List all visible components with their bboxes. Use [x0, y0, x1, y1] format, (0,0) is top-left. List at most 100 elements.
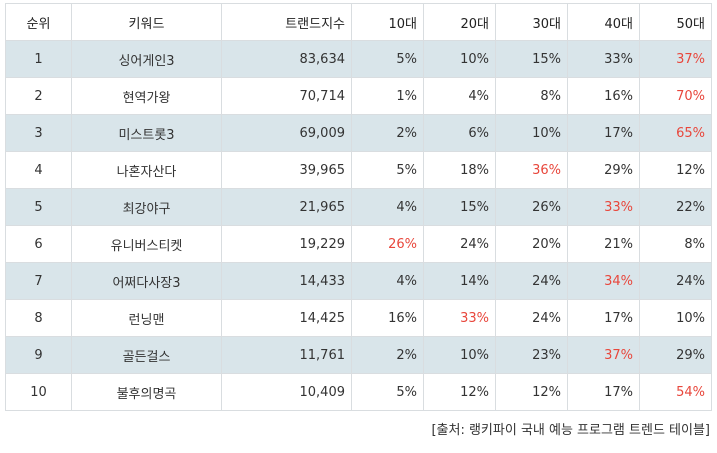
age-20s-cell: 18%	[423, 151, 496, 189]
age-10s-cell: 26%	[351, 225, 424, 263]
table-row: 9 골든걸스 11,761 2% 10% 23% 37% 29%	[5, 336, 712, 374]
age-50s-cell: 29%	[639, 336, 712, 374]
table-row: 2 현역가왕 70,714 1% 4% 8% 16% 70%	[5, 77, 712, 115]
age-20s-cell: 24%	[423, 225, 496, 263]
header-age-50s: 50대	[639, 3, 712, 41]
age-30s-cell: 10%	[495, 114, 568, 152]
age-50s-cell: 37%	[639, 40, 712, 78]
age-40s-cell: 33%	[567, 188, 640, 226]
table-row: 1 싱어게인3 83,634 5% 10% 15% 33% 37%	[5, 40, 712, 78]
age-10s-cell: 4%	[351, 262, 424, 300]
trend-index-cell: 70,714	[221, 77, 352, 115]
age-40s-cell: 37%	[567, 336, 640, 374]
keyword-cell: 유니버스티켓	[71, 225, 222, 263]
table-row: 3 미스트롯3 69,009 2% 6% 10% 17% 65%	[5, 114, 712, 152]
header-age-30s: 30대	[495, 3, 568, 41]
age-40s-cell: 17%	[567, 114, 640, 152]
age-20s-cell: 12%	[423, 373, 496, 411]
trend-index-cell: 19,229	[221, 225, 352, 263]
rank-cell: 7	[5, 262, 72, 300]
age-40s-cell: 34%	[567, 262, 640, 300]
age-50s-cell: 65%	[639, 114, 712, 152]
keyword-cell: 골든걸스	[71, 336, 222, 374]
table-row: 5 최강야구 21,965 4% 15% 26% 33% 22%	[5, 188, 712, 226]
age-50s-cell: 8%	[639, 225, 712, 263]
age-40s-cell: 16%	[567, 77, 640, 115]
header-age-40s: 40대	[567, 3, 640, 41]
trend-index-cell: 39,965	[221, 151, 352, 189]
age-40s-cell: 33%	[567, 40, 640, 78]
age-50s-cell: 70%	[639, 77, 712, 115]
trend-index-cell: 14,433	[221, 262, 352, 300]
age-20s-cell: 10%	[423, 336, 496, 374]
table-row: 8 런닝맨 14,425 16% 33% 24% 17% 10%	[5, 299, 712, 337]
keyword-cell: 나혼자산다	[71, 151, 222, 189]
keyword-cell: 불후의명곡	[71, 373, 222, 411]
rank-cell: 6	[5, 225, 72, 263]
header-age-20s: 20대	[423, 3, 496, 41]
trend-index-cell: 14,425	[221, 299, 352, 337]
age-50s-cell: 54%	[639, 373, 712, 411]
trend-index-cell: 21,965	[221, 188, 352, 226]
table-row: 10 불후의명곡 10,409 5% 12% 12% 17% 54%	[5, 373, 712, 411]
table-row: 6 유니버스티켓 19,229 26% 24% 20% 21% 8%	[5, 225, 712, 263]
trend-table-container: 순위 키워드 트랜드지수 10대 20대 30대 40대 50대 1 싱어게인3 8…	[5, 3, 712, 438]
age-10s-cell: 2%	[351, 336, 424, 374]
age-40s-cell: 21%	[567, 225, 640, 263]
age-30s-cell: 12%	[495, 373, 568, 411]
age-30s-cell: 20%	[495, 225, 568, 263]
rank-cell: 10	[5, 373, 72, 411]
rank-cell: 9	[5, 336, 72, 374]
trend-index-cell: 11,761	[221, 336, 352, 374]
age-10s-cell: 2%	[351, 114, 424, 152]
table-row: 4 나혼자산다 39,965 5% 18% 36% 29% 12%	[5, 151, 712, 189]
rank-cell: 4	[5, 151, 72, 189]
keyword-cell: 어쩌다사장3	[71, 262, 222, 300]
table-header-row: 순위 키워드 트랜드지수 10대 20대 30대 40대 50대	[5, 3, 712, 41]
age-10s-cell: 5%	[351, 151, 424, 189]
age-50s-cell: 24%	[639, 262, 712, 300]
age-50s-cell: 22%	[639, 188, 712, 226]
age-20s-cell: 6%	[423, 114, 496, 152]
age-20s-cell: 33%	[423, 299, 496, 337]
age-40s-cell: 29%	[567, 151, 640, 189]
keyword-cell: 현역가왕	[71, 77, 222, 115]
header-keyword: 키워드	[71, 3, 222, 41]
age-30s-cell: 8%	[495, 77, 568, 115]
source-caption: [출처: 랭키파이 국내 예능 프로그램 트렌드 테이블]	[431, 423, 710, 438]
rank-cell: 1	[5, 40, 72, 78]
age-10s-cell: 5%	[351, 373, 424, 411]
age-10s-cell: 1%	[351, 77, 424, 115]
trend-table: 순위 키워드 트랜드지수 10대 20대 30대 40대 50대 1 싱어게인3 8…	[5, 3, 712, 411]
age-50s-cell: 12%	[639, 151, 712, 189]
trend-index-cell: 83,634	[221, 40, 352, 78]
trend-index-cell: 69,009	[221, 114, 352, 152]
table-body: 1 싱어게인3 83,634 5% 10% 15% 33% 37% 2 현역가왕 70,714 1% 4…	[5, 40, 712, 411]
header-age-10s: 10대	[351, 3, 424, 41]
header-rank: 순위	[5, 3, 72, 41]
trend-index-cell: 10,409	[221, 373, 352, 411]
age-20s-cell: 14%	[423, 262, 496, 300]
rank-cell: 8	[5, 299, 72, 337]
header-trend-index: 트랜드지수	[221, 3, 352, 41]
age-30s-cell: 23%	[495, 336, 568, 374]
rank-cell: 5	[5, 188, 72, 226]
age-10s-cell: 5%	[351, 40, 424, 78]
age-20s-cell: 15%	[423, 188, 496, 226]
age-30s-cell: 24%	[495, 299, 568, 337]
table-row: 7 어쩌다사장3 14,433 4% 14% 24% 34% 24%	[5, 262, 712, 300]
age-10s-cell: 4%	[351, 188, 424, 226]
keyword-cell: 싱어게인3	[71, 40, 222, 78]
age-30s-cell: 15%	[495, 40, 568, 78]
age-10s-cell: 16%	[351, 299, 424, 337]
age-50s-cell: 10%	[639, 299, 712, 337]
keyword-cell: 최강야구	[71, 188, 222, 226]
keyword-cell: 미스트롯3	[71, 114, 222, 152]
rank-cell: 3	[5, 114, 72, 152]
age-30s-cell: 24%	[495, 262, 568, 300]
age-40s-cell: 17%	[567, 373, 640, 411]
age-20s-cell: 10%	[423, 40, 496, 78]
keyword-cell: 런닝맨	[71, 299, 222, 337]
age-30s-cell: 36%	[495, 151, 568, 189]
age-20s-cell: 4%	[423, 77, 496, 115]
